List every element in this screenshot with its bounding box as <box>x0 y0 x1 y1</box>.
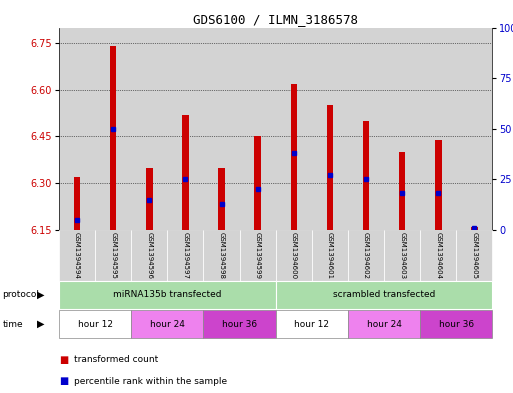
Bar <box>131 230 167 281</box>
Bar <box>420 28 457 230</box>
Text: GSM1394596: GSM1394596 <box>146 232 152 279</box>
Text: GSM1394604: GSM1394604 <box>436 232 441 279</box>
Text: hour 24: hour 24 <box>150 320 185 329</box>
Bar <box>275 28 312 230</box>
Bar <box>420 230 457 281</box>
Bar <box>110 46 116 230</box>
Text: protocol: protocol <box>3 290 40 299</box>
Bar <box>435 140 442 230</box>
Bar <box>59 230 95 281</box>
Bar <box>384 28 420 230</box>
Bar <box>204 310 275 338</box>
Text: GSM1394602: GSM1394602 <box>363 232 369 279</box>
Bar <box>240 28 275 230</box>
Bar <box>348 28 384 230</box>
Text: ■: ■ <box>59 376 68 386</box>
Bar <box>240 230 275 281</box>
Bar <box>457 28 492 230</box>
Bar <box>219 168 225 230</box>
Text: hour 36: hour 36 <box>222 320 257 329</box>
Bar <box>348 230 384 281</box>
Bar <box>290 84 297 230</box>
Bar <box>275 310 348 338</box>
Bar <box>204 230 240 281</box>
Bar <box>167 28 204 230</box>
Bar <box>312 28 348 230</box>
Text: GSM1394598: GSM1394598 <box>219 232 225 279</box>
Bar <box>254 136 261 230</box>
Bar <box>131 310 204 338</box>
Text: time: time <box>3 320 23 329</box>
Text: hour 12: hour 12 <box>77 320 113 329</box>
Bar <box>275 281 492 309</box>
Text: hour 36: hour 36 <box>439 320 474 329</box>
Bar <box>182 115 189 230</box>
Bar <box>384 230 420 281</box>
Text: scrambled transfected: scrambled transfected <box>333 290 436 299</box>
Bar <box>399 152 405 230</box>
Text: GSM1394594: GSM1394594 <box>74 232 80 279</box>
Bar <box>348 310 420 338</box>
Bar <box>363 121 369 230</box>
Text: GSM1394595: GSM1394595 <box>110 232 116 279</box>
Bar <box>74 177 81 230</box>
Text: miRNA135b transfected: miRNA135b transfected <box>113 290 222 299</box>
Bar <box>204 28 240 230</box>
Text: GSM1394605: GSM1394605 <box>471 232 478 279</box>
Title: GDS6100 / ILMN_3186578: GDS6100 / ILMN_3186578 <box>193 13 358 26</box>
Bar <box>59 310 131 338</box>
Bar <box>146 168 152 230</box>
Bar <box>457 230 492 281</box>
Text: percentile rank within the sample: percentile rank within the sample <box>74 377 227 386</box>
Bar <box>95 28 131 230</box>
Text: GSM1394600: GSM1394600 <box>291 232 297 279</box>
Text: GSM1394603: GSM1394603 <box>399 232 405 279</box>
Bar <box>95 230 131 281</box>
Text: GSM1394601: GSM1394601 <box>327 232 333 279</box>
Bar <box>275 230 312 281</box>
Bar <box>327 105 333 230</box>
Text: hour 12: hour 12 <box>294 320 329 329</box>
Text: GSM1394599: GSM1394599 <box>254 232 261 279</box>
Bar <box>59 28 95 230</box>
Bar <box>131 28 167 230</box>
Text: ▶: ▶ <box>37 290 45 300</box>
Bar <box>312 230 348 281</box>
Text: GSM1394597: GSM1394597 <box>183 232 188 279</box>
Bar <box>167 230 204 281</box>
Text: transformed count: transformed count <box>74 355 159 364</box>
Text: hour 24: hour 24 <box>367 320 402 329</box>
Bar <box>59 281 275 309</box>
Text: ▶: ▶ <box>37 319 45 329</box>
Bar <box>471 227 478 230</box>
Text: ■: ■ <box>59 354 68 365</box>
Bar <box>420 310 492 338</box>
